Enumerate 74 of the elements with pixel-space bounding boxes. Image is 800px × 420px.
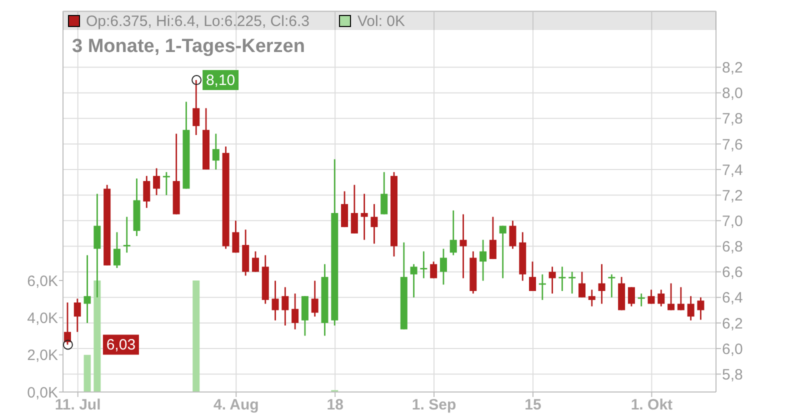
candlestick	[658, 289, 665, 308]
bar	[84, 354, 91, 392]
candlestick	[311, 280, 318, 318]
x-tick-label: 15	[524, 396, 542, 414]
candlestick	[648, 289, 655, 304]
candlestick	[272, 280, 279, 322]
candlestick	[509, 220, 516, 250]
candlestick	[608, 274, 616, 298]
candlestick	[113, 231, 120, 269]
y-tick-label: 6,6	[722, 264, 743, 282]
candlestick	[558, 266, 566, 292]
y-tick-label: 8,2	[722, 60, 743, 77]
legend-label: Op:6.375, Hi:6.4, Lo:6.225, Cl:6.3	[86, 12, 310, 30]
candlestick	[370, 203, 378, 244]
y-tick-label: 7,6	[722, 136, 743, 154]
bar	[94, 280, 101, 392]
candlestick	[212, 133, 220, 170]
candlestick	[578, 271, 586, 298]
candlestick	[638, 292, 645, 308]
x-tick-label: 1. Sep	[412, 396, 456, 414]
candlestick	[282, 286, 289, 326]
candlestick	[687, 295, 694, 322]
candlestick	[153, 168, 160, 196]
bar	[192, 280, 200, 392]
candlestick	[588, 289, 596, 308]
candlestick	[677, 286, 684, 311]
legend-label: Vol: 0K	[357, 12, 406, 30]
candlestick	[360, 193, 368, 241]
y-tick-label: 7,4	[722, 162, 743, 179]
y-tick-label: 6,2	[722, 315, 743, 332]
candlestick	[529, 260, 536, 292]
candlestick	[350, 184, 358, 234]
candlestick	[460, 214, 467, 279]
candlestick	[489, 216, 496, 260]
candlestick	[450, 210, 457, 256]
candlestick	[598, 263, 606, 304]
y-tick-label: 6,0	[722, 340, 743, 358]
y-tick-label: 8,0	[722, 85, 743, 102]
candlestick	[162, 171, 170, 196]
annotation: 8,10	[206, 72, 236, 90]
x-tick-label: 4. Aug	[214, 396, 259, 414]
y-tick-label: 6,8	[722, 238, 743, 256]
x-tick-label: 18	[326, 396, 344, 414]
y-tick-label: 7,8	[722, 110, 743, 128]
candlestick	[668, 282, 675, 311]
y-tick-label: 7,2	[722, 187, 743, 204]
x-tick-label: 1. Okt	[630, 396, 673, 414]
candlestick	[430, 260, 438, 279]
candlestick	[499, 225, 506, 279]
candlestick	[480, 239, 487, 282]
candlestick	[628, 286, 635, 308]
candlestick	[292, 292, 299, 330]
candlestick	[143, 175, 150, 209]
y-tick-label: 6,4	[722, 290, 743, 307]
candlestick	[548, 266, 556, 294]
candlestick	[74, 298, 81, 333]
candlestick	[123, 216, 130, 254]
y-tick-label: 7,0	[722, 213, 743, 230]
y2-tick-label: 2,0K	[27, 347, 58, 364]
candlestick	[410, 263, 418, 298]
candlestick	[232, 220, 240, 254]
candlestick	[84, 254, 91, 324]
candlestick	[697, 296, 704, 320]
candlestick	[252, 250, 259, 273]
candlestick	[440, 248, 447, 286]
text: 3 Monate, 1-Tages-Kerzen	[72, 36, 305, 58]
candlestick	[341, 190, 348, 228]
annotation: 6,03	[106, 336, 136, 354]
candlestick	[420, 250, 428, 279]
candlestick	[568, 271, 576, 294]
candlestick	[380, 171, 388, 215]
y2-tick-label: 4,0K	[27, 310, 58, 327]
y-tick-label: 5,8	[722, 366, 743, 384]
y2-tick-label: 6,0K	[27, 272, 58, 290]
